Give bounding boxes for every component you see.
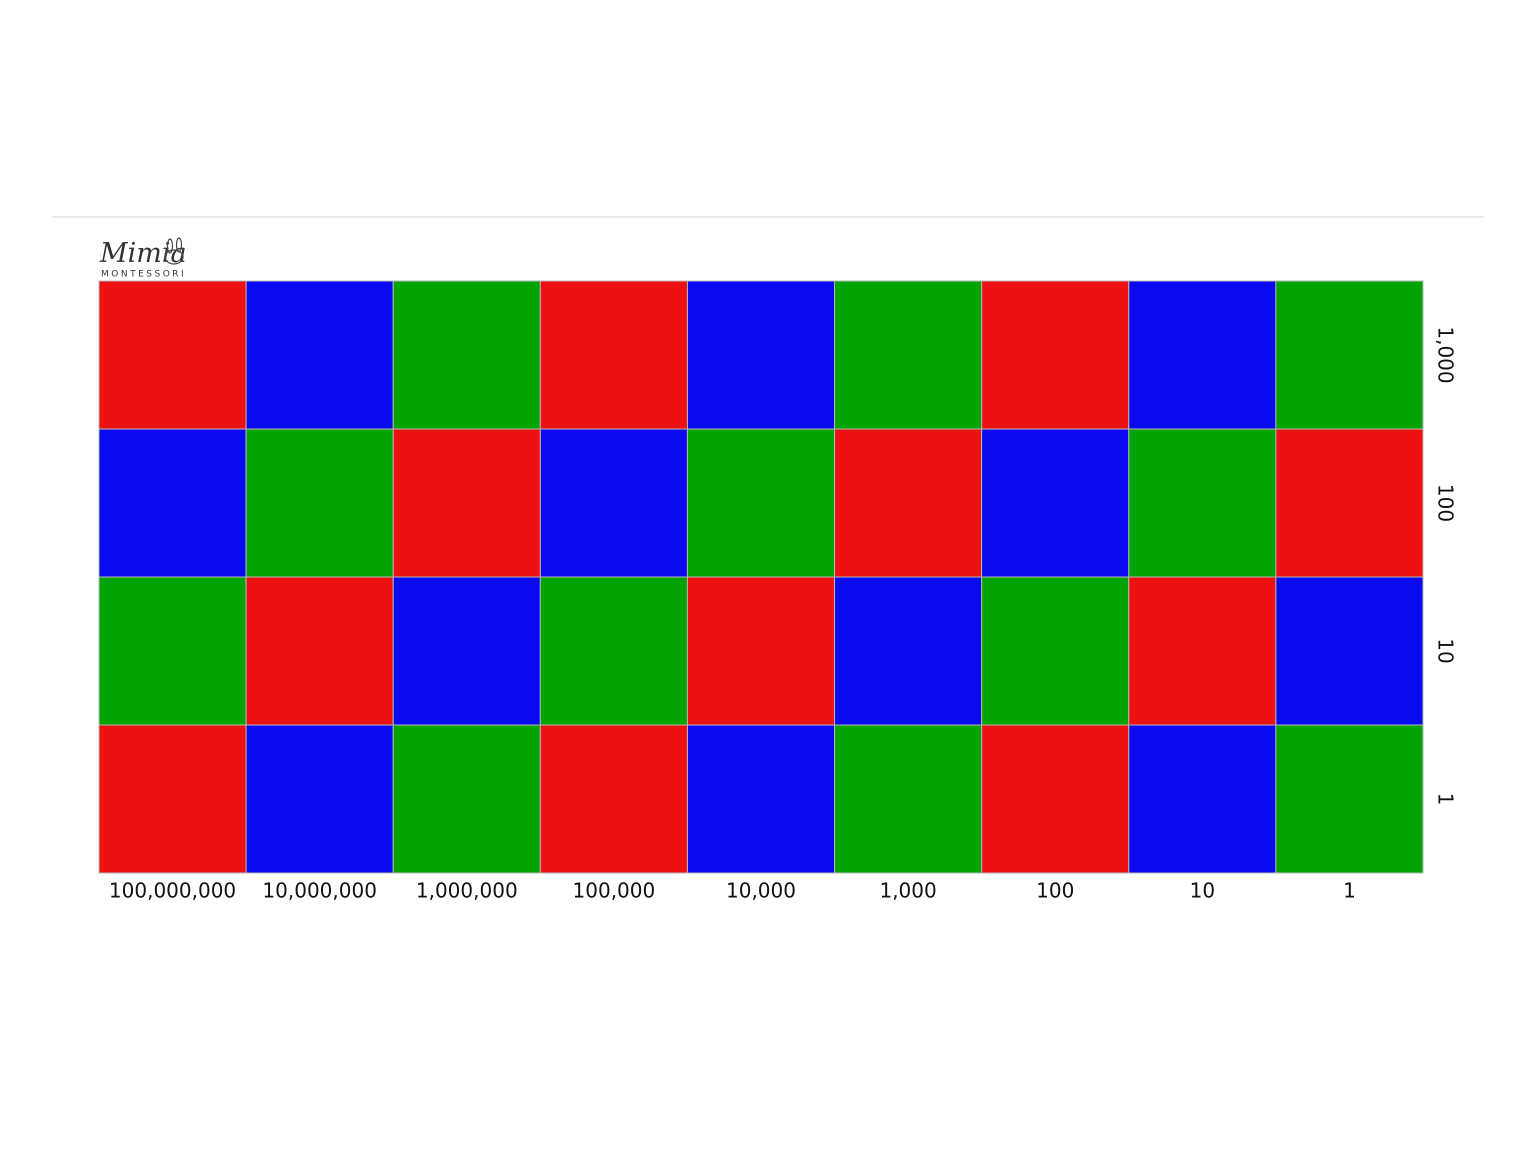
cell <box>834 428 983 578</box>
column-label: 1 <box>1343 879 1356 903</box>
cell <box>1128 724 1277 874</box>
column-label: 1,000 <box>879 879 936 903</box>
column-label: 1,000,000 <box>416 879 518 903</box>
row-label: 1 <box>1434 793 1458 806</box>
cell <box>981 724 1130 874</box>
cell <box>981 576 1130 726</box>
column-label: 10 <box>1190 879 1215 903</box>
cell <box>245 724 394 874</box>
cell <box>539 280 688 430</box>
logo-subtitle: MONTESSORI <box>101 270 186 280</box>
cell <box>834 576 983 726</box>
row-label: 1,000 <box>1434 326 1458 383</box>
column-label: 10,000,000 <box>262 879 377 903</box>
cell <box>686 576 836 726</box>
cell <box>686 428 836 578</box>
cell <box>98 280 247 430</box>
cell <box>834 280 983 430</box>
cell <box>245 576 394 726</box>
column-label: 100,000,000 <box>109 879 236 903</box>
cell <box>981 280 1130 430</box>
cell <box>392 576 541 726</box>
cell <box>98 428 247 578</box>
cell <box>1275 280 1424 430</box>
board: 100,000,000 10,000,000 1,000,000 100,000 10,… <box>98 280 1458 903</box>
cell <box>392 428 541 578</box>
column-label: 100 <box>1036 879 1074 903</box>
cell <box>834 724 983 874</box>
column-label: 10,000 <box>726 879 796 903</box>
cell <box>539 724 688 874</box>
cell <box>1275 428 1424 578</box>
cell <box>1128 428 1277 578</box>
logo-bunny <box>164 237 184 265</box>
cell <box>1275 724 1424 874</box>
row-label: 100 <box>1434 484 1458 522</box>
cell <box>392 280 541 430</box>
cell <box>1128 576 1277 726</box>
cell <box>98 576 247 726</box>
cell <box>1275 576 1424 726</box>
cell <box>539 428 688 578</box>
cell <box>686 724 836 874</box>
cell <box>98 724 247 874</box>
row-label: 10 <box>1434 638 1458 663</box>
cell <box>686 280 836 430</box>
cell <box>539 576 688 726</box>
cell <box>245 280 394 430</box>
cell <box>392 724 541 874</box>
column-label: 100,000 <box>573 879 656 903</box>
cell <box>1128 280 1277 430</box>
cell <box>981 428 1130 578</box>
cell <box>245 428 394 578</box>
